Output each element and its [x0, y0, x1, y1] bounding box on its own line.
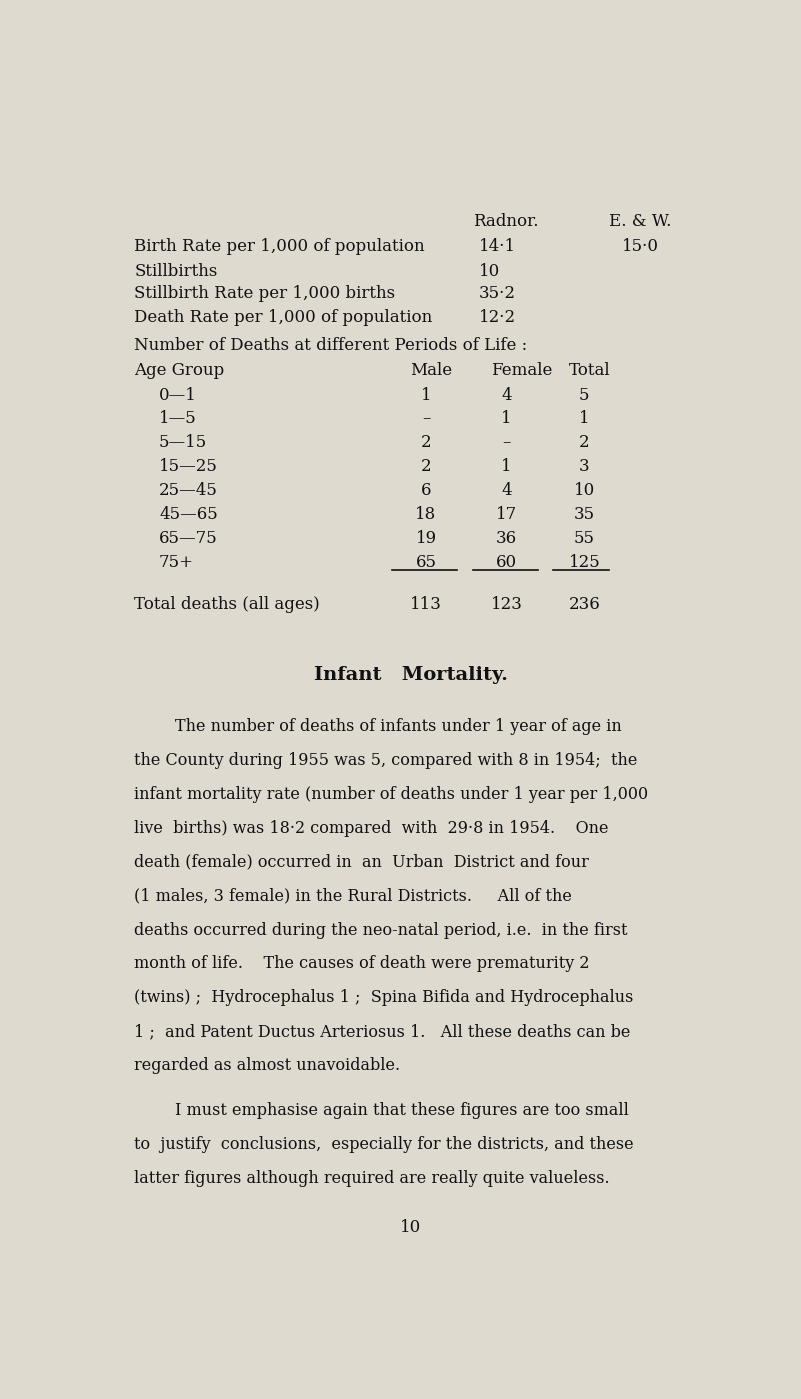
Text: 1: 1 — [501, 459, 512, 476]
Text: 35: 35 — [574, 506, 595, 523]
Text: 36: 36 — [496, 530, 517, 547]
Text: 75+: 75+ — [159, 554, 194, 571]
Text: 17: 17 — [496, 506, 517, 523]
Text: 65—75: 65—75 — [159, 530, 218, 547]
Text: Female: Female — [491, 362, 553, 379]
Text: Total deaths (all ages): Total deaths (all ages) — [135, 596, 320, 613]
Text: latter figures although required are really quite valueless.: latter figures although required are rea… — [135, 1170, 610, 1186]
Text: 14·1: 14·1 — [479, 238, 516, 255]
Text: 18: 18 — [416, 506, 437, 523]
Text: 2: 2 — [421, 434, 432, 452]
Text: 5—15: 5—15 — [159, 434, 207, 452]
Text: 25—45: 25—45 — [159, 483, 218, 499]
Text: 10: 10 — [400, 1220, 421, 1237]
Text: 1—5: 1—5 — [159, 410, 197, 428]
Text: 4: 4 — [501, 483, 512, 499]
Text: 113: 113 — [410, 596, 442, 613]
Text: infant mortality rate (number of deaths under 1 year per 1,000: infant mortality rate (number of deaths … — [135, 786, 648, 803]
Text: Birth Rate per 1,000 of population: Birth Rate per 1,000 of population — [135, 238, 425, 255]
Text: Number of Deaths at different Periods of Life :: Number of Deaths at different Periods of… — [135, 337, 528, 354]
Text: The number of deaths of infants under 1 year of age in: The number of deaths of infants under 1 … — [135, 718, 622, 734]
Text: live  births) was 18·2 compared  with  29·8 in 1954.    One: live births) was 18·2 compared with 29·8… — [135, 820, 609, 837]
Text: 35·2: 35·2 — [479, 285, 516, 302]
Text: 1: 1 — [421, 386, 432, 403]
Text: 15—25: 15—25 — [159, 459, 218, 476]
Text: Stillbirth Rate per 1,000 births: Stillbirth Rate per 1,000 births — [135, 285, 396, 302]
Text: 0—1: 0—1 — [159, 386, 197, 403]
Text: 1 ;  and Patent Ductus Arteriosus 1.   All these deaths can be: 1 ; and Patent Ductus Arteriosus 1. All … — [135, 1023, 630, 1041]
Text: 4: 4 — [501, 386, 512, 403]
Text: to  justify  conclusions,  especially for the districts, and these: to justify conclusions, especially for t… — [135, 1136, 634, 1153]
Text: 236: 236 — [569, 596, 600, 613]
Text: E. & W.: E. & W. — [609, 213, 671, 229]
Text: (twins) ;  Hydrocephalus 1 ;  Spina Bifida and Hydrocephalus: (twins) ; Hydrocephalus 1 ; Spina Bifida… — [135, 989, 634, 1006]
Text: 2: 2 — [421, 459, 432, 476]
Text: 55: 55 — [574, 530, 595, 547]
Text: Death Rate per 1,000 of population: Death Rate per 1,000 of population — [135, 309, 433, 326]
Text: Stillbirths: Stillbirths — [135, 263, 218, 280]
Text: 3: 3 — [579, 459, 590, 476]
Text: 6: 6 — [421, 483, 431, 499]
Text: 123: 123 — [491, 596, 523, 613]
Text: 12·2: 12·2 — [479, 309, 516, 326]
Text: 45—65: 45—65 — [159, 506, 218, 523]
Text: deaths occurred during the neo-natal period, i.e.  in the first: deaths occurred during the neo-natal per… — [135, 922, 628, 939]
Text: (1 males, 3 female) in the Rural Districts.     All of the: (1 males, 3 female) in the Rural Distric… — [135, 887, 572, 905]
Text: 2: 2 — [579, 434, 590, 452]
Text: 1: 1 — [579, 410, 590, 428]
Text: Infant   Mortality.: Infant Mortality. — [313, 666, 508, 684]
Text: I must emphasise again that these figures are too small: I must emphasise again that these figure… — [135, 1102, 629, 1119]
Text: month of life.    The causes of death were prematurity 2: month of life. The causes of death were … — [135, 956, 590, 972]
Text: 60: 60 — [496, 554, 517, 571]
Text: –: – — [422, 410, 430, 428]
Text: Total: Total — [569, 362, 610, 379]
Text: 19: 19 — [416, 530, 437, 547]
Text: 10: 10 — [574, 483, 595, 499]
Text: 1: 1 — [501, 410, 512, 428]
Text: death (female) occurred in  an  Urban  District and four: death (female) occurred in an Urban Dist… — [135, 853, 590, 870]
Text: 65: 65 — [416, 554, 437, 571]
Text: 125: 125 — [569, 554, 600, 571]
Text: 10: 10 — [479, 263, 500, 280]
Text: regarded as almost unavoidable.: regarded as almost unavoidable. — [135, 1058, 400, 1074]
Text: –: – — [502, 434, 511, 452]
Text: Age Group: Age Group — [135, 362, 224, 379]
Text: Male: Male — [410, 362, 453, 379]
Text: Radnor.: Radnor. — [473, 213, 538, 229]
Text: 5: 5 — [579, 386, 590, 403]
Text: 15·0: 15·0 — [622, 238, 658, 255]
Text: the County during 1955 was 5, compared with 8 in 1954;  the: the County during 1955 was 5, compared w… — [135, 751, 638, 769]
